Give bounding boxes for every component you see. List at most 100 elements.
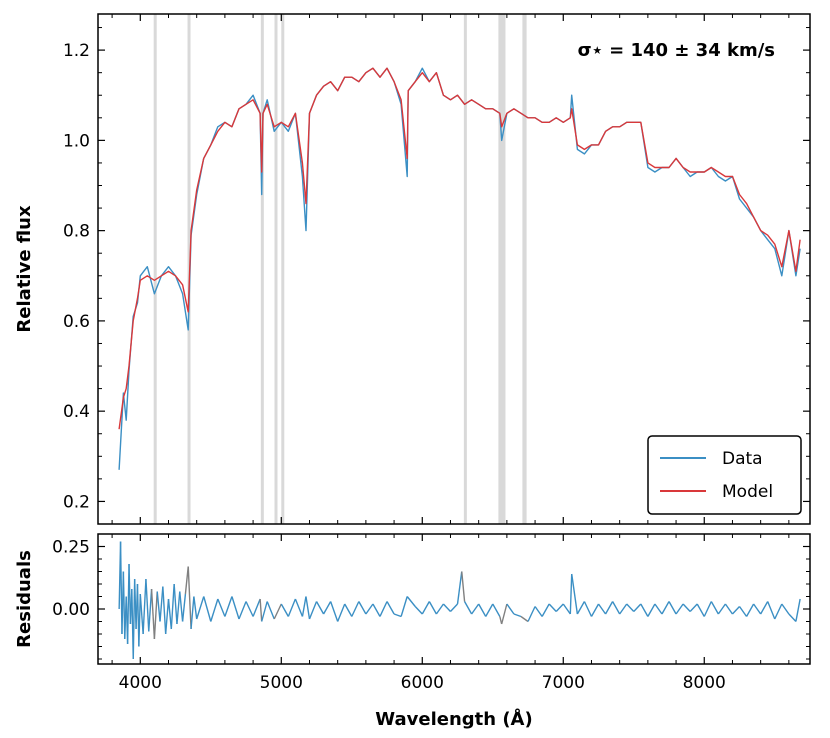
residual-segment (238, 601, 247, 620)
residual-segment (273, 603, 282, 620)
velocity-dispersion-label: σ⋆ = 140 ± 34 km/s (578, 40, 775, 61)
residual-segment (176, 591, 181, 625)
residual-segment (626, 603, 635, 612)
residual-segment (231, 596, 240, 620)
residual-segment (767, 601, 776, 620)
residual-segment (414, 606, 423, 615)
residual-segment (170, 583, 175, 630)
residual-segment (442, 603, 451, 612)
residual-segment (344, 603, 353, 617)
residual-segment (619, 603, 628, 615)
residual-segment (703, 601, 712, 617)
residual-segment (156, 591, 161, 622)
x-axis-title: Wavelength (Å) (375, 707, 532, 730)
series-data-line (118, 67, 801, 470)
residual-segment (774, 603, 783, 620)
residual-segment (150, 588, 156, 640)
residual-segment (162, 586, 167, 635)
residual-segment (148, 588, 153, 632)
residual-segment (252, 598, 261, 617)
residual-segment (173, 583, 178, 625)
residual-segment (795, 598, 801, 622)
residual-segment (492, 603, 501, 617)
residual-segment (280, 603, 289, 617)
y-tick-label: 0.00 (52, 600, 90, 620)
residual-segment (449, 603, 459, 612)
residual-segment (159, 586, 164, 622)
residual-segment (358, 601, 367, 615)
residual-segment (379, 601, 388, 617)
residual-segment (245, 601, 254, 617)
y-tick-label: 0.25 (52, 538, 90, 558)
residual-segment (485, 603, 494, 617)
y-tick-label: 0.4 (63, 402, 90, 422)
residual-segment (513, 613, 522, 618)
residual-segment (753, 603, 762, 615)
residual-segment (682, 603, 691, 612)
masked-band-1 (153, 14, 157, 524)
legend-box (647, 435, 802, 515)
residual-segment (597, 603, 607, 615)
residual-segment (193, 596, 198, 620)
residual-segment (668, 601, 677, 615)
residual-segment (187, 566, 192, 630)
residual-segment (555, 603, 564, 612)
legend: Data Model (647, 435, 802, 515)
masked-bands (153, 14, 527, 524)
residual-segment (305, 596, 311, 620)
residual-segment (520, 615, 529, 623)
residual-segment (781, 603, 790, 615)
residual-segment (569, 573, 573, 615)
y-tick-label: 1.0 (63, 131, 90, 151)
residual-segment (562, 603, 571, 615)
residual-segment (604, 601, 614, 615)
residual-segment (506, 603, 515, 615)
residual-segment (196, 596, 205, 620)
residual-segment (421, 601, 430, 615)
residual-segment (337, 603, 346, 622)
masked-band-6 (463, 14, 467, 524)
residual-segment (675, 603, 684, 615)
residual-segment (393, 613, 402, 618)
residual-segment (571, 573, 579, 615)
main-x-ticks (111, 14, 790, 524)
masked-band-4 (274, 14, 278, 524)
residual-segment (647, 603, 656, 617)
residual-segment (139, 593, 144, 635)
residual-segment (287, 598, 297, 617)
residual-segment (534, 606, 543, 617)
x-tick-label: 5000 (260, 673, 303, 693)
residual-segment (217, 598, 226, 617)
residual-segment (400, 596, 408, 617)
residual-segment (301, 596, 307, 617)
residual-segment (315, 601, 325, 615)
residual-segment (478, 603, 487, 617)
x-tick-label: 7000 (542, 673, 585, 693)
residual-segment (365, 603, 374, 615)
masked-band-5 (281, 14, 285, 524)
masked-band-3 (260, 14, 264, 524)
masked-band-7 (498, 14, 506, 524)
residual-segment (471, 603, 480, 615)
residual-segment (633, 603, 642, 612)
y-tick-label: 0.2 (63, 492, 90, 512)
residual-segment (351, 601, 360, 617)
residual-x-ticks: 4000 5000 6000 7000 8000 (111, 534, 790, 693)
residual-segment (456, 571, 463, 605)
residual-segment (710, 601, 719, 615)
residual-series (118, 541, 801, 660)
legend-model-label: Model (722, 482, 773, 502)
main-series (118, 67, 801, 470)
residual-segment (661, 601, 670, 615)
residual-segment (259, 598, 263, 622)
residual-segment (142, 578, 147, 635)
residual-segment (760, 601, 769, 615)
main-y-ticks: 0.2 0.4 0.6 0.8 1.0 1.2 (63, 27, 810, 525)
residual-segment (689, 603, 698, 612)
residual-segment (576, 601, 586, 615)
residual-segment (164, 598, 170, 635)
x-tick-label: 6000 (401, 673, 444, 693)
residual-segment (266, 601, 275, 620)
residual-panel: 4000 5000 6000 7000 8000 0.000.25 Residuals … (14, 533, 811, 730)
